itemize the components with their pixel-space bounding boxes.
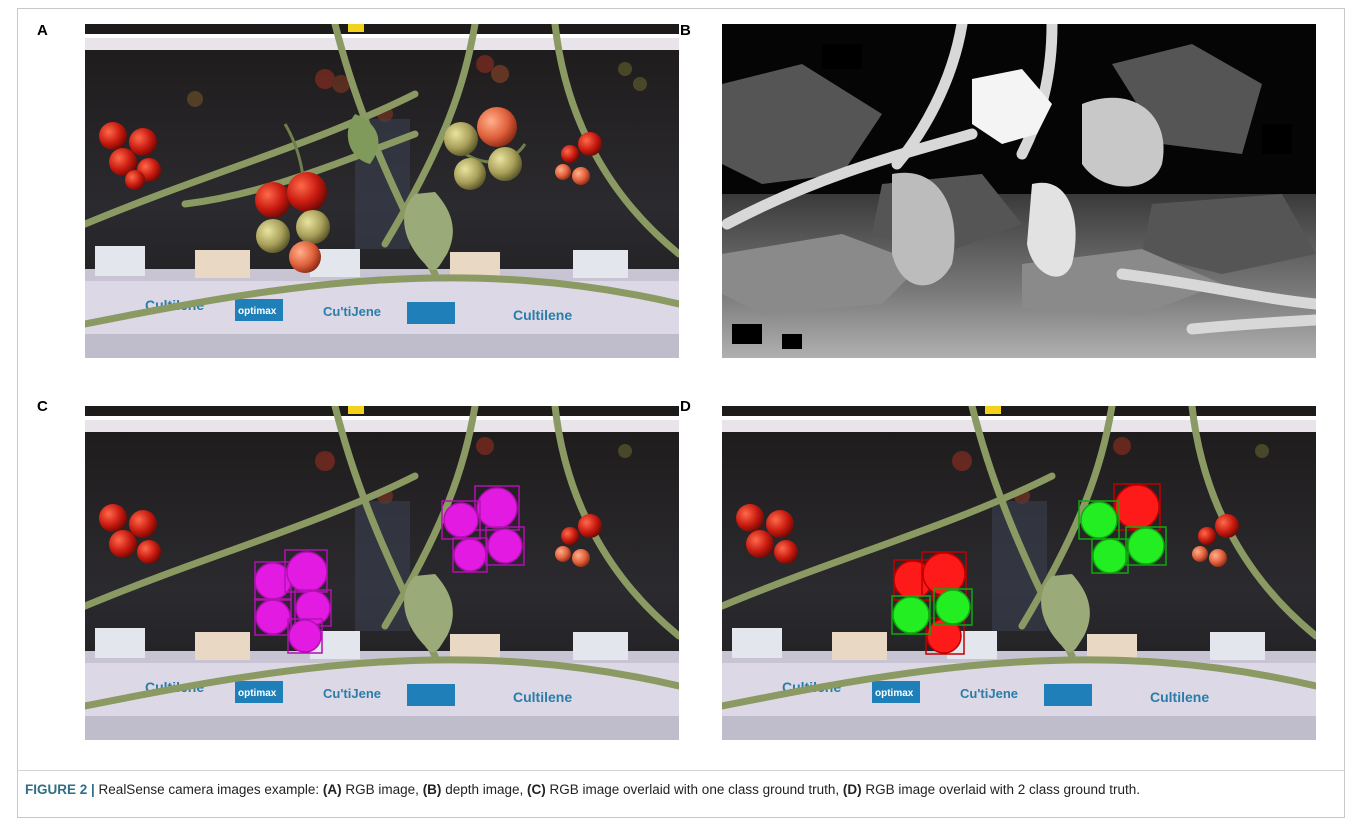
caption-separator (17, 770, 1345, 771)
figure-number: FIGURE 2 | (25, 782, 95, 797)
caption-d-label: (D) (842, 782, 862, 797)
caption-intro: RealSense camera images example: (94, 782, 323, 797)
rgb-scene-c: Cultilene optimax Cu'tiJene Cultilene (85, 406, 679, 740)
panel-b-depth-image (722, 24, 1316, 358)
caption-b-text: depth image, (441, 782, 527, 797)
panel-a-rgb-image: Cultilene optimax Cu'tiJene Cultilene (85, 24, 679, 358)
slab-text-cultilene-right: Cultilene (513, 307, 572, 323)
caption-c-text: RGB image overlaid with one class ground… (545, 782, 843, 797)
slab-text-optimax: optimax (875, 688, 914, 699)
slab-text-cultilene-right: Cultilene (513, 689, 572, 705)
slab-text-optimax: optimax (238, 306, 277, 317)
panel-label-d: D (680, 398, 691, 415)
panel-c-one-class-overlay: Cultilene optimax Cu'tiJene Cultilene (85, 406, 679, 740)
panel-d-two-class-overlay: Cultilene optimax Cu'tiJene Cultilene (722, 406, 1316, 740)
rgb-scene-d: Cultilene optimax Cu'tiJene Cultilene (722, 406, 1316, 740)
caption-c-label: (C) (527, 782, 546, 797)
caption-a-label: (A) (322, 782, 342, 797)
panel-label-b: B (680, 22, 691, 39)
caption-a-text: RGB image, (341, 782, 423, 797)
rgb-scene-a: Cultilene optimax Cu'tiJene Cultilene (85, 24, 679, 358)
panel-label-a: A (37, 22, 48, 39)
depth-map (722, 24, 1316, 358)
figure-frame (17, 8, 1345, 818)
caption-d-text: RGB image overlaid with 2 class ground t… (861, 782, 1141, 797)
panel-label-c: C (37, 398, 48, 415)
slab-text-optimax: optimax (238, 688, 277, 699)
slab-text-cultilene-right: Cultilene (1150, 689, 1209, 705)
caption-b-label: (B) (422, 782, 442, 797)
figure-caption: FIGURE 2 | RealSense camera images examp… (25, 780, 1340, 800)
slab-text-cultilene-partial: Cu'tiJene (960, 686, 1018, 701)
slab-text-cultilene-partial: Cu'tiJene (323, 686, 381, 701)
slab-text-cultilene-partial: Cu'tiJene (323, 304, 381, 319)
